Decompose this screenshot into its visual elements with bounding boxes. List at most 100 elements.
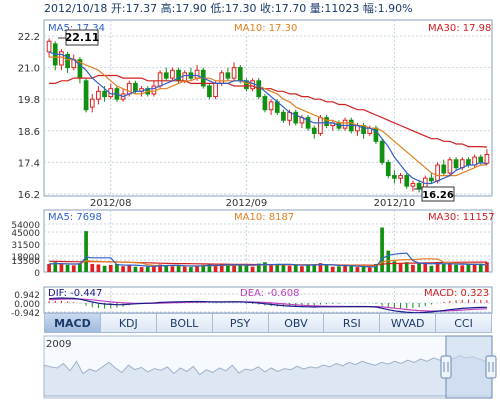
- volume-bar: [139, 267, 144, 272]
- volume-bar: [343, 265, 347, 272]
- volume-bar: [312, 264, 317, 272]
- tab-boll[interactable]: BOLL: [156, 313, 213, 333]
- volume-bar: [71, 265, 76, 272]
- volume-bar: [441, 264, 446, 272]
- price-tick-label: 17.4: [18, 158, 40, 169]
- volume-bar: [65, 264, 70, 272]
- navigator-selection-window[interactable]: [445, 335, 493, 399]
- volume-bar: [429, 265, 434, 272]
- candle: [385, 159, 391, 179]
- volume-tick-label: 31500: [11, 241, 40, 251]
- price-tick-label: 16.2: [18, 190, 40, 201]
- info-volume: 量:11023: [310, 2, 360, 15]
- info-bar: 2012/10/18 开:17.37 高:17.90 低:17.30 收:17.…: [44, 1, 413, 15]
- tab-macd[interactable]: MACD: [44, 313, 101, 333]
- volume-tick-label: 45000: [11, 229, 40, 239]
- volume-bar: [324, 265, 329, 272]
- candle: [324, 115, 329, 129]
- price-tick-label: 22.2: [18, 32, 40, 43]
- tab-rsi[interactable]: RSI: [324, 313, 381, 333]
- macd-panel-frame: [43, 286, 493, 314]
- indicator-tab-bar: MACD KDJ BOLL PSY OBV RSI WVAD CCI: [44, 313, 492, 333]
- macd-dif-label: DIF: -0.447: [48, 288, 102, 299]
- volume-bar: [176, 265, 181, 272]
- dif-line: [49, 297, 487, 314]
- macd-value-label: MACD: 0.323: [424, 288, 489, 299]
- volume-bar: [121, 266, 125, 272]
- volume-bar: [300, 266, 304, 272]
- volume-bar: [78, 263, 82, 272]
- tab-obv[interactable]: OBV: [268, 313, 325, 333]
- macd-dea-label: DEA: -0.608: [240, 288, 299, 299]
- candle: [398, 172, 403, 184]
- macd-tick-label: 0.942: [14, 291, 40, 301]
- price-y-axis: 22.2 21.0 19.8 18.6 17.4 16.2: [18, 32, 40, 201]
- tab-wvad[interactable]: WVAD: [380, 313, 437, 333]
- candle: [281, 109, 286, 123]
- volume-bar: [244, 265, 249, 272]
- tab-kdj[interactable]: KDJ: [100, 313, 157, 333]
- volume-bar: [152, 265, 156, 272]
- candle: [262, 93, 268, 113]
- info-low: 低:17.30: [210, 2, 256, 15]
- info-close: 收:17.70: [260, 1, 306, 15]
- volume-bar: [423, 264, 428, 272]
- macd-tick-label: 0.000: [14, 300, 40, 310]
- volume-bar: [269, 265, 273, 272]
- volume-ma5-label: MA5: 7698: [48, 212, 102, 223]
- candle: [231, 62, 237, 81]
- candles-series: [46, 38, 490, 193]
- price-tick-label: 18.6: [18, 127, 40, 138]
- navigator-right-handle[interactable]: [485, 355, 497, 379]
- volume-bar: [170, 266, 175, 272]
- volume-tick-label: 0: [34, 269, 40, 279]
- volume-bar: [398, 264, 403, 272]
- volume-bar: [189, 267, 193, 272]
- volume-bar: [182, 266, 187, 272]
- volume-bar: [392, 261, 397, 272]
- candle: [163, 67, 169, 81]
- ma10-line: [49, 56, 487, 177]
- volume-bar: [349, 264, 354, 272]
- candle: [207, 83, 212, 100]
- volume-bar: [219, 264, 224, 272]
- time-navigator[interactable]: 2009: [43, 335, 497, 399]
- volume-tick-label: 13500: [11, 257, 40, 267]
- candle: [46, 38, 52, 58]
- candle: [65, 51, 70, 73]
- tab-psy[interactable]: PSY: [212, 313, 269, 333]
- volume-bar: [281, 264, 286, 272]
- volume-bar: [59, 263, 64, 272]
- volume-bar: [485, 262, 489, 272]
- volume-bar: [127, 265, 132, 272]
- volume-bar: [435, 262, 440, 272]
- volume-bar: [115, 264, 119, 272]
- candle: [392, 170, 397, 184]
- price-ma5-label: MA5: 17.34: [48, 23, 105, 34]
- candle: [342, 117, 348, 131]
- volume-bar: [47, 264, 51, 272]
- volume-bar: [472, 264, 477, 272]
- volume-bar: [145, 266, 150, 272]
- volume-bar: [337, 266, 341, 272]
- navigator-left-handle[interactable]: [440, 355, 452, 379]
- volume-ma30-label: MA30: 11157: [428, 212, 495, 223]
- volume-bar: [213, 265, 218, 272]
- volume-bar: [287, 265, 292, 272]
- x-axis: 2012/08 2012/09 2012/10: [90, 198, 415, 209]
- candle: [441, 159, 447, 176]
- volume-bar: [207, 264, 212, 272]
- volume-bar: [367, 267, 372, 272]
- volume-bar: [201, 264, 206, 272]
- volume-tick-label: 18000: [11, 253, 40, 263]
- volume-bar: [108, 264, 113, 272]
- candle: [293, 109, 299, 126]
- volume-bar: [361, 266, 366, 272]
- volume-bar: [263, 262, 267, 272]
- volume-bar: [226, 265, 230, 272]
- volume-bar: [417, 263, 421, 272]
- tab-cci[interactable]: CCI: [436, 313, 492, 333]
- info-change: 幅:1.90%: [363, 2, 413, 15]
